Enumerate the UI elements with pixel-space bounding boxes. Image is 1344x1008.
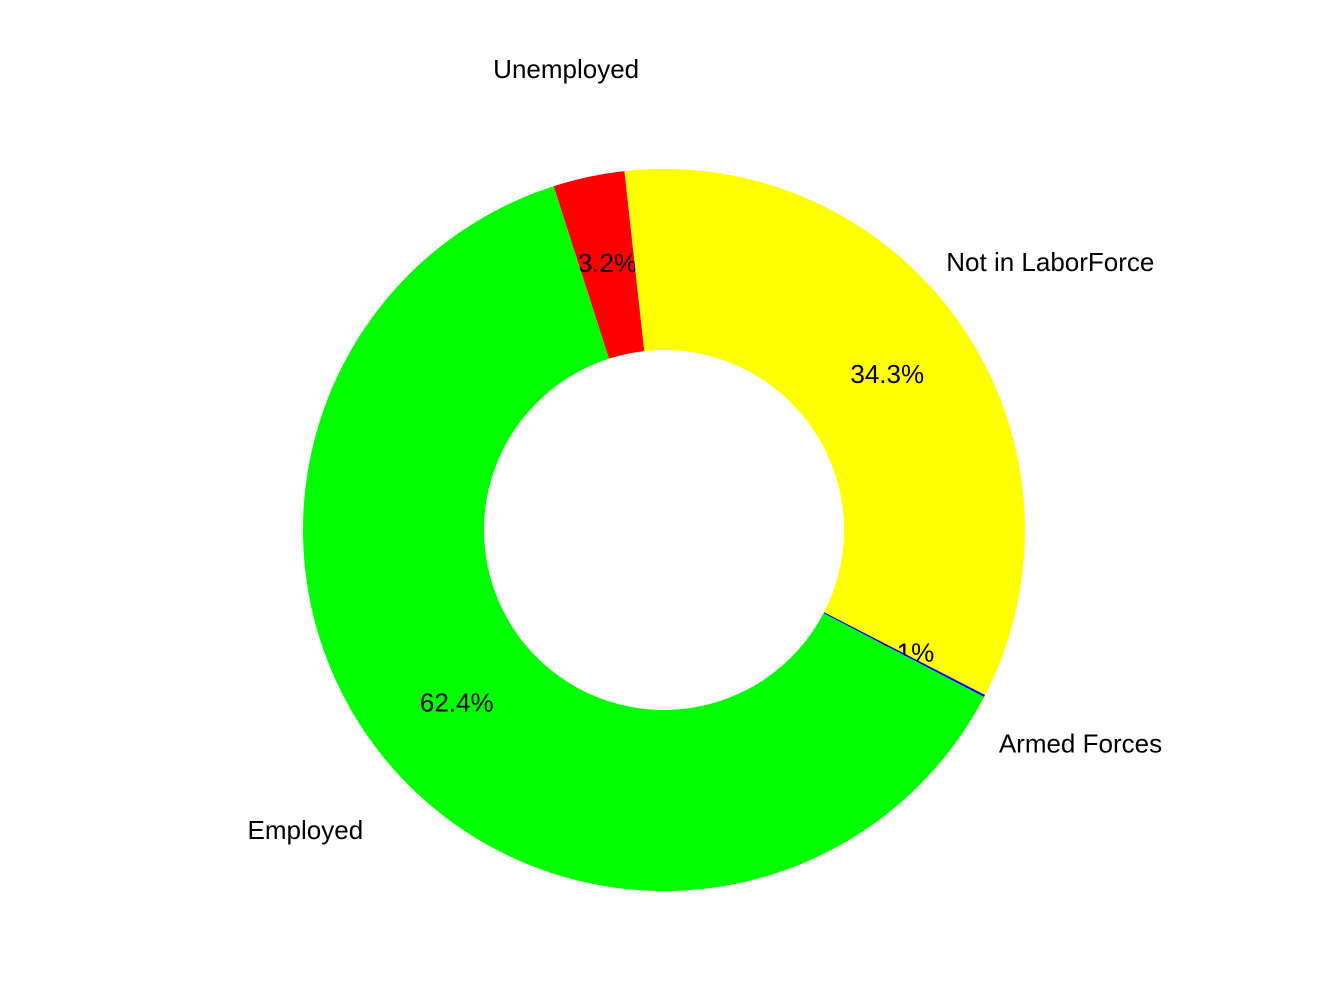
donut-slice <box>553 171 645 359</box>
value-label: 3.2% <box>578 248 637 278</box>
slice-label: Employed <box>248 815 364 845</box>
value-label: 62.4% <box>420 688 494 718</box>
slice-label: Not in LaborForce <box>946 247 1154 277</box>
slice-label: Unemployed <box>493 54 639 84</box>
donut-slice <box>823 612 986 698</box>
donut-slice <box>303 186 985 891</box>
slice-label: Armed Forces <box>999 729 1162 759</box>
donut-slice <box>624 169 1025 696</box>
value-label: 34.3% <box>850 359 924 389</box>
